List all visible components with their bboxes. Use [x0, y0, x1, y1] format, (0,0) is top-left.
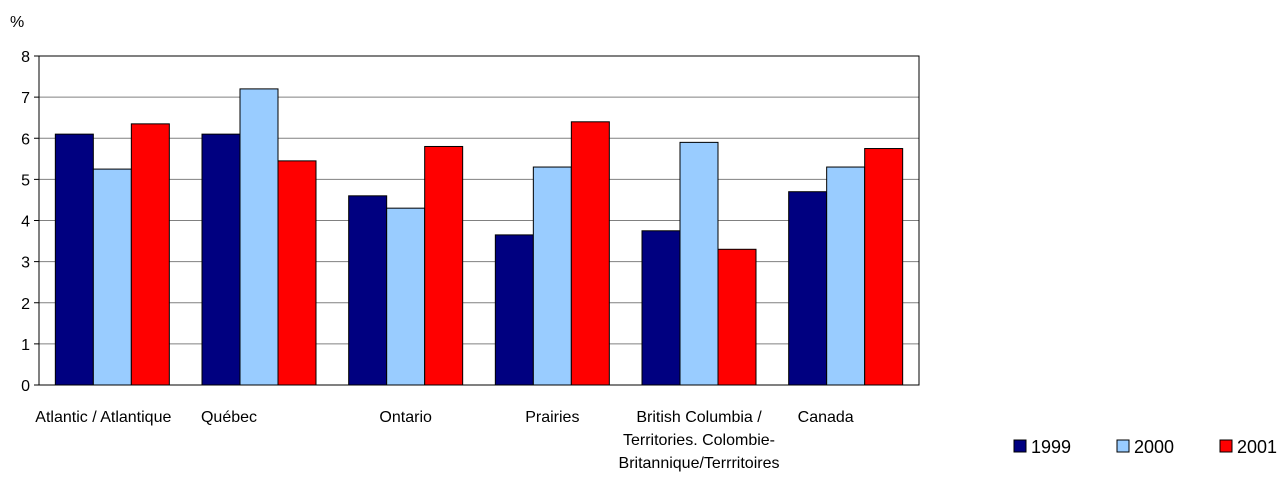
x-category-label: Canada	[798, 409, 854, 426]
bar-2000	[386, 207, 426, 386]
bar-2000	[532, 166, 572, 386]
bar-2001	[130, 123, 170, 386]
y-axis-unit-label: %	[10, 14, 24, 31]
bar-2001	[277, 160, 317, 386]
bars	[54, 88, 904, 386]
bar-2001	[570, 121, 610, 386]
bar-2000	[239, 88, 279, 386]
y-tick-label: 2	[21, 296, 30, 313]
bar-1999	[348, 195, 388, 386]
y-tick-label: 1	[21, 337, 30, 354]
y-tick-label: 6	[21, 131, 30, 148]
x-category-label: Ontario	[379, 409, 432, 426]
bar-1999	[201, 133, 241, 386]
bar-1999	[54, 133, 94, 386]
bar-1999	[788, 191, 828, 386]
bar-2000	[92, 168, 132, 386]
legend-swatch-2000	[1116, 439, 1130, 453]
bar-1999	[641, 230, 681, 386]
bar-2001	[717, 248, 757, 386]
y-tick-label: 3	[21, 255, 30, 272]
legend: 1999 2000 2001	[1013, 437, 1277, 457]
x-category-label: Prairies	[525, 409, 579, 426]
legend-label-2001: 2001	[1237, 437, 1277, 457]
x-category-label: Atlantic / Atlantique	[35, 409, 171, 426]
y-tick-label: 8	[21, 49, 30, 66]
bar-1999	[494, 234, 534, 386]
legend-label-2000: 2000	[1134, 437, 1174, 457]
y-tick-label: 4	[21, 214, 30, 231]
x-axis-categories: Atlantic / Atlantique Québec Ontario Prairi…	[35, 409, 854, 472]
y-tick-label: 0	[21, 378, 30, 395]
bar-2001	[424, 145, 464, 386]
legend-swatch-2001	[1219, 439, 1233, 453]
x-category-label: Québec	[201, 409, 257, 426]
y-axis-ticks: 0 1 2 3 4 5 6 7 8	[21, 49, 39, 395]
bar-2000	[826, 166, 866, 386]
bar-2001	[864, 148, 904, 386]
gridlines	[39, 96, 919, 345]
legend-swatch-1999	[1013, 439, 1027, 453]
bar-2000	[679, 141, 719, 386]
x-category-label: British Columbia / Territories. Colombie-…	[619, 409, 780, 472]
legend-label-1999: 1999	[1031, 437, 1071, 457]
y-tick-label: 7	[21, 90, 30, 107]
y-tick-label: 5	[21, 172, 30, 189]
